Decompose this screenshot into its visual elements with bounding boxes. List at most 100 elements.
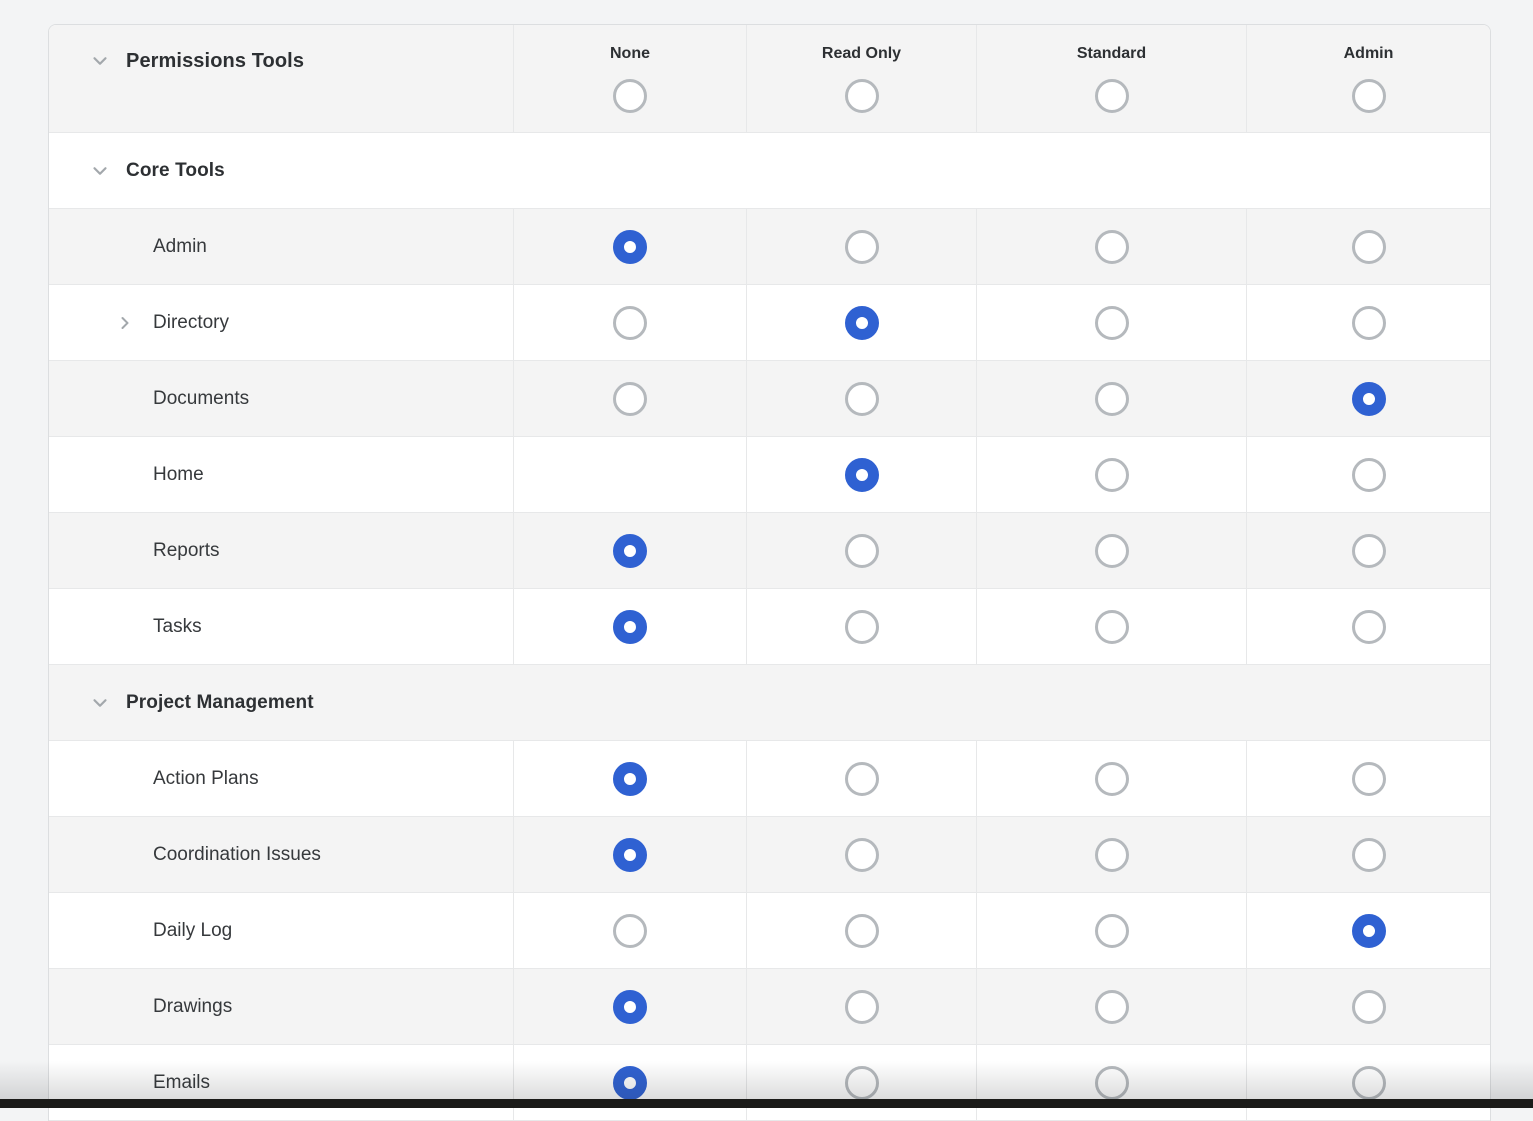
- tool-row-admin: Admin: [49, 209, 1490, 285]
- radio-emails-standard[interactable]: [1094, 1065, 1129, 1100]
- column-header-read-only: Read Only: [746, 25, 976, 132]
- tool-row-drawings: Drawings: [49, 969, 1490, 1045]
- radio-home-standard[interactable]: [1094, 457, 1129, 492]
- radio-reports-read-only[interactable]: [844, 533, 879, 568]
- radio-daily-log-read-only[interactable]: [844, 913, 879, 948]
- permission-cell-standard: [976, 589, 1246, 664]
- permission-cell-read-only: [746, 437, 976, 512]
- permission-cell-standard: [976, 893, 1246, 968]
- tool-label: Documents: [153, 387, 250, 409]
- radio-emails-none[interactable]: [613, 1065, 647, 1100]
- column-label-admin: Admin: [1343, 45, 1394, 62]
- permission-cell-standard: [976, 437, 1246, 512]
- column-header-none: None: [513, 25, 746, 132]
- column-header-admin: Admin: [1246, 25, 1490, 132]
- radio-tasks-read-only[interactable]: [844, 609, 879, 644]
- tool-label-cell: Tasks: [49, 589, 513, 664]
- radio-directory-read-only[interactable]: [844, 305, 879, 340]
- radio-home-read-only[interactable]: [844, 457, 879, 492]
- chevron-right-icon[interactable]: [115, 313, 135, 333]
- radio-action-plans-admin[interactable]: [1351, 761, 1386, 796]
- permission-cell-none: [513, 589, 746, 664]
- permission-cell-admin: [1246, 893, 1490, 968]
- radio-documents-admin[interactable]: [1351, 381, 1386, 416]
- bottom-edge-bar: [0, 1099, 1533, 1108]
- chevron-down-icon[interactable]: [89, 160, 111, 182]
- permission-cell-read-only: [746, 209, 976, 284]
- permission-cell-read-only: [746, 361, 976, 436]
- radio-daily-log-admin[interactable]: [1351, 913, 1386, 948]
- chevron-down-icon[interactable]: [89, 692, 111, 714]
- radio-drawings-standard[interactable]: [1094, 989, 1129, 1024]
- tool-row-emails: Emails: [49, 1045, 1490, 1121]
- permission-cell-none: [513, 969, 746, 1044]
- radio-admin-none[interactable]: [613, 229, 647, 264]
- radio-reports-standard[interactable]: [1094, 533, 1129, 568]
- radio-tasks-admin[interactable]: [1351, 609, 1386, 644]
- permission-cell-standard: [976, 513, 1246, 588]
- permission-cell-none: [513, 513, 746, 588]
- radio-documents-read-only[interactable]: [844, 381, 879, 416]
- permission-cell-none: [513, 285, 746, 360]
- column-select-radio-standard[interactable]: [1094, 79, 1129, 113]
- tool-label-cell: Directory: [49, 285, 513, 360]
- permission-cell-standard: [976, 209, 1246, 284]
- radio-directory-standard[interactable]: [1094, 305, 1129, 340]
- tool-label-cell: Admin: [49, 209, 513, 284]
- permission-cell-none: [513, 893, 746, 968]
- radio-documents-none[interactable]: [613, 381, 647, 416]
- radio-action-plans-read-only[interactable]: [844, 761, 879, 796]
- radio-coordination-issues-read-only[interactable]: [844, 837, 879, 872]
- radio-reports-none[interactable]: [613, 533, 647, 568]
- radio-tasks-standard[interactable]: [1094, 609, 1129, 644]
- column-select-radio-read-only[interactable]: [844, 79, 879, 113]
- radio-directory-admin[interactable]: [1351, 305, 1386, 340]
- permission-cell-none: [513, 437, 746, 512]
- radio-admin-read-only[interactable]: [844, 229, 879, 264]
- radio-coordination-issues-none[interactable]: [613, 837, 647, 872]
- tool-label-cell: Coordination Issues: [49, 817, 513, 892]
- permission-cell-none: [513, 741, 746, 816]
- permission-cell-admin: [1246, 285, 1490, 360]
- radio-coordination-issues-standard[interactable]: [1094, 837, 1129, 872]
- radio-tasks-none[interactable]: [613, 609, 647, 644]
- radio-drawings-read-only[interactable]: [844, 989, 879, 1024]
- column-label-standard: Standard: [1076, 45, 1147, 62]
- radio-coordination-issues-admin[interactable]: [1351, 837, 1386, 872]
- permission-cell-none: [513, 361, 746, 436]
- radio-daily-log-standard[interactable]: [1094, 913, 1129, 948]
- tool-label-cell: Action Plans: [49, 741, 513, 816]
- radio-documents-standard[interactable]: [1094, 381, 1129, 416]
- radio-action-plans-standard[interactable]: [1094, 761, 1129, 796]
- chevron-down-icon[interactable]: [89, 50, 111, 72]
- radio-drawings-admin[interactable]: [1351, 989, 1386, 1024]
- tool-row-home: Home: [49, 437, 1490, 513]
- radio-emails-admin[interactable]: [1351, 1065, 1386, 1100]
- permission-cell-admin: [1246, 1045, 1490, 1120]
- radio-reports-admin[interactable]: [1351, 533, 1386, 568]
- tool-label: Tasks: [153, 615, 202, 637]
- table-header-row: Permissions Tools None Read Only Standar…: [49, 25, 1490, 133]
- permission-cell-none: [513, 817, 746, 892]
- permission-cell-read-only: [746, 817, 976, 892]
- radio-drawings-none[interactable]: [613, 989, 647, 1024]
- permission-cell-read-only: [746, 513, 976, 588]
- radio-action-plans-none[interactable]: [613, 761, 647, 796]
- tool-row-reports: Reports: [49, 513, 1490, 589]
- radio-daily-log-none[interactable]: [613, 913, 647, 948]
- tool-row-directory: Directory: [49, 285, 1490, 361]
- radio-directory-none[interactable]: [613, 305, 647, 340]
- tool-label-cell: Documents: [49, 361, 513, 436]
- permission-cell-admin: [1246, 513, 1490, 588]
- column-label-read-only: Read Only: [821, 45, 902, 62]
- radio-home-admin[interactable]: [1351, 457, 1386, 492]
- section-cell: Project Management: [49, 665, 1490, 740]
- column-select-radio-admin[interactable]: [1351, 79, 1386, 113]
- radio-admin-standard[interactable]: [1094, 229, 1129, 264]
- radio-admin-admin[interactable]: [1351, 229, 1386, 264]
- permission-cell-admin: [1246, 741, 1490, 816]
- radio-emails-read-only[interactable]: [844, 1065, 879, 1100]
- tool-row-tasks: Tasks: [49, 589, 1490, 665]
- permission-cell-read-only: [746, 969, 976, 1044]
- column-select-radio-none[interactable]: [613, 79, 647, 113]
